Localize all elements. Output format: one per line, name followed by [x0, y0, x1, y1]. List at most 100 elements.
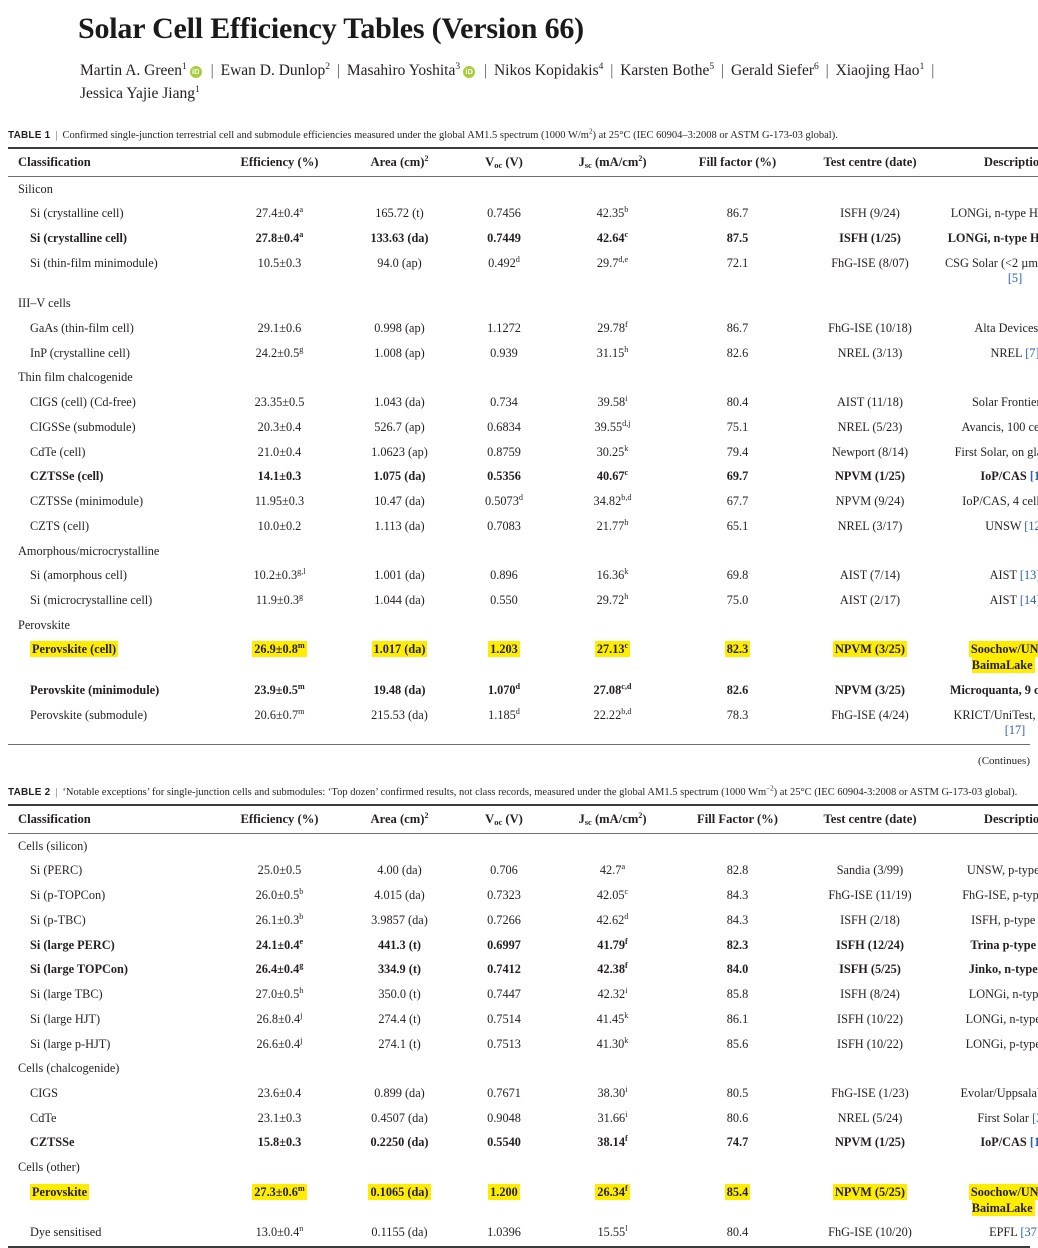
column-header-classification: Classification: [8, 805, 218, 834]
cell-test-centre: ISFH (10/22): [800, 1032, 940, 1057]
cell-voc: 0.7083: [458, 514, 550, 539]
cell-test-centre: FhG-ISE (1/23): [800, 1081, 940, 1106]
cell-voc: 0.6997: [458, 933, 550, 958]
column-header-test_centre: Test centre (date): [800, 148, 940, 177]
cell-description: CSG Solar (<2 µm on glass) [5]: [940, 251, 1038, 291]
table1-caption: TABLE 1|Confirmed single-junction terres…: [8, 128, 1030, 144]
cell-test-centre: Newport (8/14): [800, 440, 940, 465]
reference-link[interactable]: [11]: [1030, 1135, 1038, 1149]
table-group-row: Silicon: [8, 177, 1038, 202]
cell-voc: 0.7456: [458, 202, 550, 227]
column-header-jsc: Jsc (mA/cm2): [550, 148, 675, 177]
cell-voc: 1.203: [458, 638, 550, 678]
column-header-fill_factor: Fill factor (%): [675, 148, 800, 177]
cell-area: 526.7 (ap): [341, 415, 458, 440]
column-header-test_centre: Test centre (date): [800, 805, 940, 834]
column-header-efficiency: Efficiency (%): [218, 148, 341, 177]
reference-link[interactable]: [12]: [1024, 519, 1038, 533]
cell-fill-factor: 85.6: [675, 1032, 800, 1057]
group-label: Cells (chalcogenide): [8, 1057, 1038, 1082]
cell-efficiency: 23.1±0.3: [218, 1106, 341, 1131]
cell-efficiency: 20.3±0.4: [218, 415, 341, 440]
cell-voc: 0.8759: [458, 440, 550, 465]
reference-link[interactable]: [5]: [1008, 271, 1022, 285]
cell-jsc: 42.38f: [550, 958, 675, 983]
cell-fill-factor: 74.7: [675, 1131, 800, 1156]
author-name: Karsten Bothe: [620, 62, 709, 79]
cell-test-centre: FhG-ISE (11/19): [800, 884, 940, 909]
reference-link[interactable]: [11]: [1030, 469, 1038, 483]
cell-description: LONGi, n-type HTBC [4]: [940, 202, 1038, 227]
reference-link[interactable]: [14]: [1020, 593, 1038, 607]
author-separator: |: [603, 62, 620, 79]
table-group-row: III–V cells: [8, 292, 1038, 317]
cell-classification: Si (large p-HJT): [8, 1032, 218, 1057]
cell-area: 350.0 (t): [341, 983, 458, 1008]
cell-classification: Perovskite (cell): [8, 638, 218, 678]
group-label: Cells (silicon): [8, 834, 1038, 859]
table2-caption-text-1: ‘Notable exceptions’ for single-junction…: [62, 787, 766, 798]
cell-jsc: 38.14f: [550, 1131, 675, 1156]
orcid-icon[interactable]: iD: [190, 66, 202, 78]
reference-link[interactable]: [7]: [1025, 346, 1038, 360]
cell-jsc: 42.32i: [550, 983, 675, 1008]
cell-fill-factor: 84.0: [675, 958, 800, 983]
cell-test-centre: NPVM (1/25): [800, 1131, 940, 1156]
cell-description: UNSW, p-type [28]: [940, 859, 1038, 884]
cell-jsc: 41.45k: [550, 1007, 675, 1032]
cell-voc: 0.7449: [458, 226, 550, 251]
cell-jsc: 38.30i: [550, 1081, 675, 1106]
table1-label: TABLE 1: [8, 130, 50, 141]
reference-link[interactable]: [17]: [1005, 723, 1026, 737]
cell-jsc: 16.36k: [550, 564, 675, 589]
cell-voc: 0.7323: [458, 884, 550, 909]
cell-fill-factor: 84.3: [675, 908, 800, 933]
cell-classification: Si (p-TOPCon): [8, 884, 218, 909]
reference-link[interactable]: [36]: [1032, 1111, 1038, 1125]
cell-efficiency: 21.0±0.4: [218, 440, 341, 465]
group-label: III–V cells: [8, 292, 1038, 317]
cell-area: 0.4507 (da): [341, 1106, 458, 1131]
cell-description: FhG-ISE, p-type [29]: [940, 884, 1038, 909]
reference-link[interactable]: [37]: [1020, 1225, 1038, 1239]
column-header-voc: Voc (V): [458, 148, 550, 177]
cell-efficiency: 23.35±0.5: [218, 391, 341, 416]
cell-test-centre: AIST (2/17): [800, 588, 940, 613]
table-group-row: Cells (chalcogenide): [8, 1057, 1038, 1082]
document-page: Solar Cell Efficiency Tables (Version 66…: [0, 12, 1038, 1229]
cell-description: LONGi, n-type [33]: [940, 1007, 1038, 1032]
cell-efficiency: 27.8±0.4a: [218, 226, 341, 251]
cell-classification: GaAs (thin-film cell): [8, 316, 218, 341]
group-label: Cells (other): [8, 1156, 1038, 1181]
cell-efficiency: 14.1±0.3: [218, 465, 341, 490]
cell-area: 0.2250 (da): [341, 1131, 458, 1156]
group-label: Thin film chalcogenide: [8, 366, 1038, 391]
reference-link[interactable]: [13]: [1020, 568, 1038, 582]
cell-description: Jinko, n-type [32]: [940, 958, 1038, 983]
column-header-description: Description: [940, 148, 1038, 177]
cell-voc: 1.070d: [458, 678, 550, 703]
cell-classification: Si (large PERC): [8, 933, 218, 958]
cell-jsc: 29.7d,e: [550, 251, 675, 291]
author-separator: |: [477, 62, 494, 79]
cell-voc: 0.706: [458, 859, 550, 884]
orcid-icon[interactable]: iD: [463, 66, 475, 78]
cell-fill-factor: 82.6: [675, 341, 800, 366]
cell-area: 10.47 (da): [341, 490, 458, 515]
cell-area: 133.63 (da): [341, 226, 458, 251]
cell-voc: 0.5356: [458, 465, 550, 490]
cell-voc: 0.5073d: [458, 490, 550, 515]
author-name: Masahiro Yoshita: [347, 62, 456, 79]
